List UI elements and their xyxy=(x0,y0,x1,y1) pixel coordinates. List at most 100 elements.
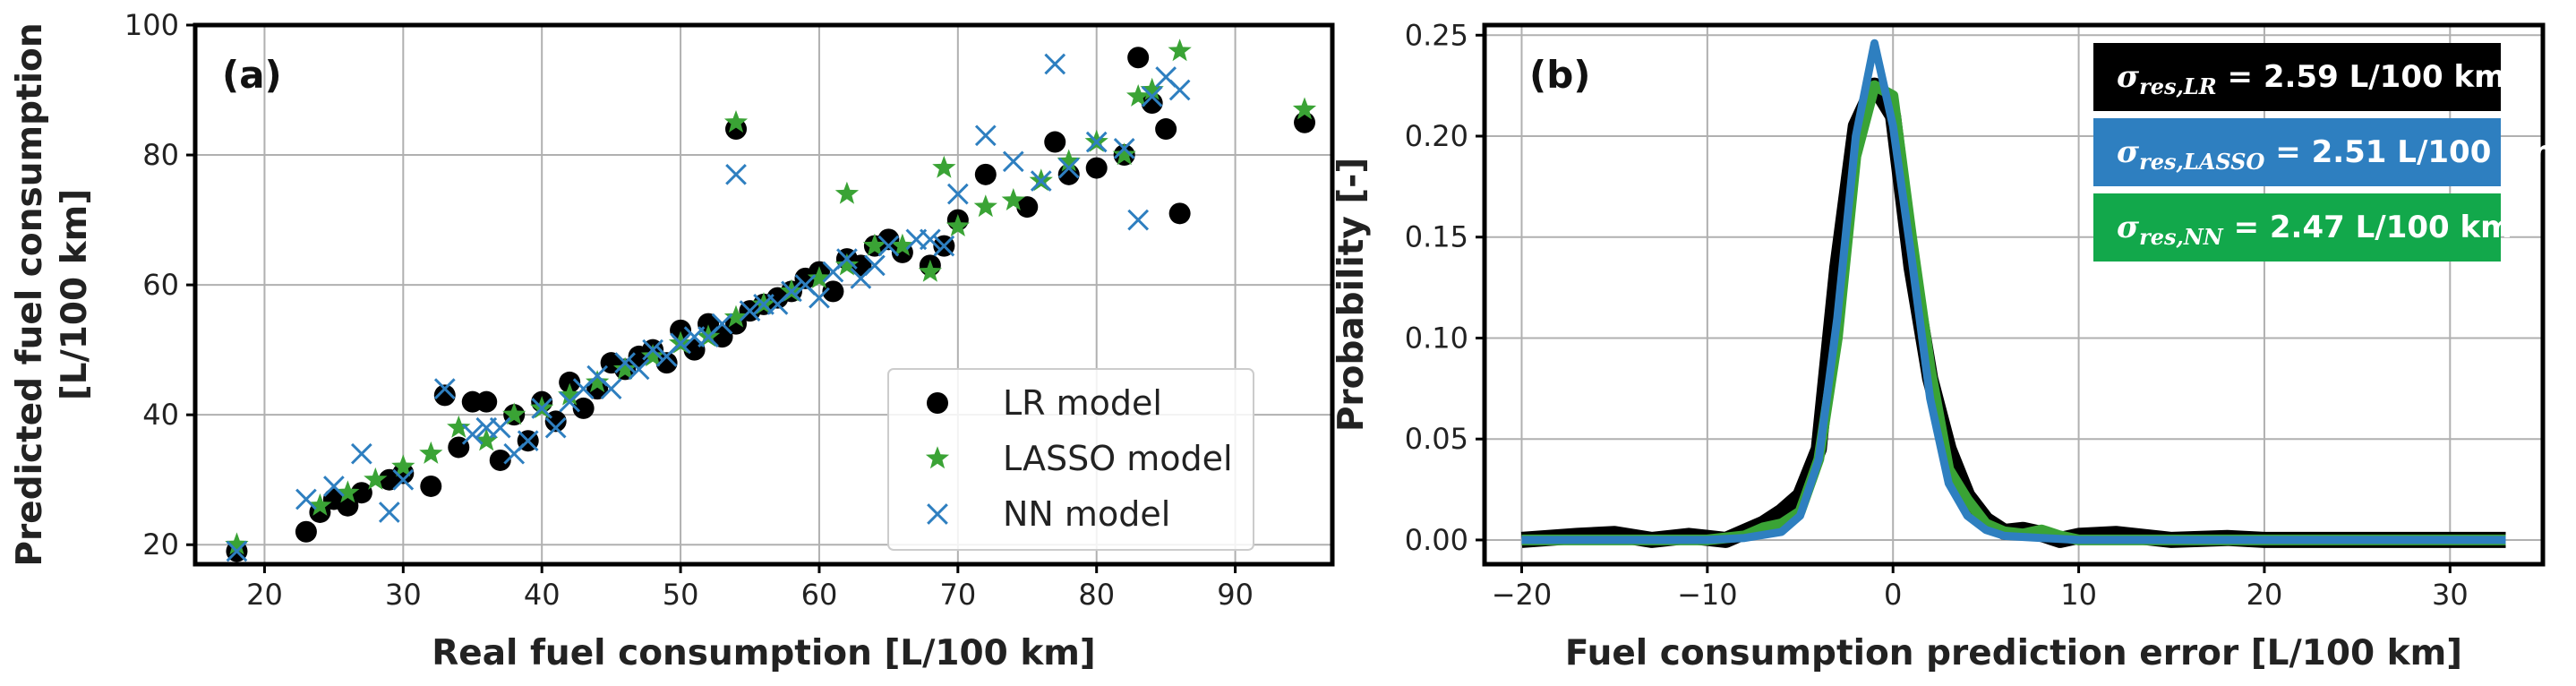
sigma-annotation-lasso: σres,LASSO = 2.51 L/100 km xyxy=(2093,118,2554,186)
data-point-lasso xyxy=(723,110,749,133)
data-point-lr xyxy=(489,449,511,471)
data-point-nn xyxy=(642,339,663,361)
y-tick-label-a: 100 xyxy=(124,8,179,42)
data-point-nn xyxy=(1044,53,1066,75)
data-point-lr xyxy=(295,520,317,543)
x-tick-label-b: 30 xyxy=(2432,578,2469,612)
data-point-lr xyxy=(850,254,872,277)
data-point-lasso xyxy=(1140,77,1164,100)
x-tick-label-b: 20 xyxy=(2247,578,2283,612)
data-point-lasso xyxy=(558,382,582,406)
sigma-sub-lr: res,LR xyxy=(2139,73,2217,99)
data-point-lasso xyxy=(364,467,388,490)
data-point-nn xyxy=(974,124,997,147)
y-tick-label-b: 0.00 xyxy=(1405,523,1468,557)
legend-marker-lasso xyxy=(925,446,950,469)
data-point-lasso xyxy=(1168,39,1192,62)
legend-label-lasso: LASSO model xyxy=(1003,439,1233,478)
grid-b xyxy=(1485,25,2543,564)
data-point-nn xyxy=(489,416,511,439)
sigma-box-lr xyxy=(2093,43,2501,111)
sigma-text-lasso: σres,LASSO = 2.51 L/100 km xyxy=(2117,134,2554,175)
data-point-lasso xyxy=(946,214,970,236)
y-tick-label-a: 20 xyxy=(142,527,179,562)
scatter-panel: 20 30 40 50 60 70 80 90 20 40 60 80 100 (a) Real fue… xyxy=(10,8,1335,673)
x-tick-label-a: 80 xyxy=(1078,578,1115,612)
data-point-nn xyxy=(628,358,650,381)
data-point-lr xyxy=(877,228,900,251)
sigma-sub-lasso: res,LASSO xyxy=(2139,149,2264,175)
data-point-nn xyxy=(433,378,456,400)
data-point-nn xyxy=(739,300,761,322)
data-point-nn xyxy=(1113,137,1135,159)
data-point-nn xyxy=(600,378,622,400)
x-tick-label-a: 90 xyxy=(1217,578,1254,612)
x-tick-label-a: 70 xyxy=(939,578,976,612)
y-tick-label-b: 0.10 xyxy=(1405,321,1468,355)
y-tick-label-b: 0.15 xyxy=(1405,220,1468,254)
data-point-lasso xyxy=(834,253,860,276)
data-point-nn xyxy=(1030,170,1052,192)
data-point-lasso xyxy=(613,356,638,380)
legend-marker-nn xyxy=(927,503,948,525)
data-point-nn xyxy=(933,235,955,257)
y-tick-label-b: 0.20 xyxy=(1405,119,1468,153)
data-point-nn xyxy=(226,540,248,562)
data-point-lr xyxy=(572,397,595,419)
data-point-nn xyxy=(1141,85,1163,107)
series-nn-points xyxy=(226,53,1191,562)
data-point-nn xyxy=(295,488,317,510)
legend: LR model LASSO model NN model xyxy=(887,368,1254,551)
data-point-lasso xyxy=(475,428,499,451)
data-point-lr xyxy=(711,326,733,348)
data-point-lr xyxy=(1016,196,1039,219)
x-tick-label-b: 0 xyxy=(1884,578,1902,612)
legend-label-nn: NN model xyxy=(1003,494,1170,534)
data-point-lasso xyxy=(973,194,997,218)
sigma-box-nn xyxy=(2093,193,2501,262)
y-tick-label-a: 80 xyxy=(142,138,179,172)
series-nn-line xyxy=(1521,39,2506,545)
data-point-nn xyxy=(544,416,567,439)
panel-label-b: (b) xyxy=(1529,53,1590,97)
y-tick-label-a: 40 xyxy=(142,398,179,432)
data-point-lasso xyxy=(1001,188,1025,210)
data-point-lr xyxy=(1085,157,1108,179)
sigma-symbol-lr: σ xyxy=(2117,59,2140,95)
data-point-lasso xyxy=(918,259,942,282)
legend-marker-lr xyxy=(927,392,948,414)
x-tick-label-a: 40 xyxy=(524,578,561,612)
plot-frame-b xyxy=(1482,22,2546,567)
sigma-sub-nn: res,NN xyxy=(2139,224,2224,250)
data-point-lr xyxy=(559,371,581,393)
data-point-nn xyxy=(1085,131,1108,153)
y-tick-label-b: 0.05 xyxy=(1405,422,1468,456)
data-point-nn xyxy=(461,424,484,445)
sigma-annotations: σres,LR = 2.59 L/100 km σres,LASSO = 2.5… xyxy=(2093,43,2554,262)
data-point-lr xyxy=(670,319,692,341)
data-point-nn xyxy=(725,163,747,185)
data-point-nn xyxy=(614,352,636,374)
sigma-annotation-nn: σres,NN = 2.47 L/100 km xyxy=(2093,193,2512,262)
legend-box xyxy=(887,368,1254,551)
ticks-b: −20 −10 0 10 20 30 0.00 0.05 0.10 0.15 0.20 0.25 xyxy=(1405,18,2469,612)
data-point-nn xyxy=(864,254,886,277)
data-point-nn xyxy=(323,476,345,497)
x-tick-label-a: 60 xyxy=(801,578,838,612)
data-point-lasso xyxy=(1126,84,1151,107)
data-point-nn xyxy=(517,430,539,452)
data-point-lasso xyxy=(1112,142,1136,166)
sigma-box-lasso xyxy=(2093,118,2501,186)
distribution-lines xyxy=(1520,39,2506,548)
data-point-lasso xyxy=(586,370,610,393)
data-point-lasso xyxy=(723,304,749,328)
data-point-nn xyxy=(711,313,733,335)
data-point-lasso xyxy=(391,454,415,477)
data-point-nn xyxy=(392,468,415,491)
data-point-nn xyxy=(1002,150,1024,173)
sigma-text-lr: σres,LR = 2.59 L/100 km xyxy=(2117,59,2506,99)
data-point-lr xyxy=(1044,131,1066,153)
data-point-lasso xyxy=(419,441,443,464)
panel-label-a: (a) xyxy=(222,53,282,97)
